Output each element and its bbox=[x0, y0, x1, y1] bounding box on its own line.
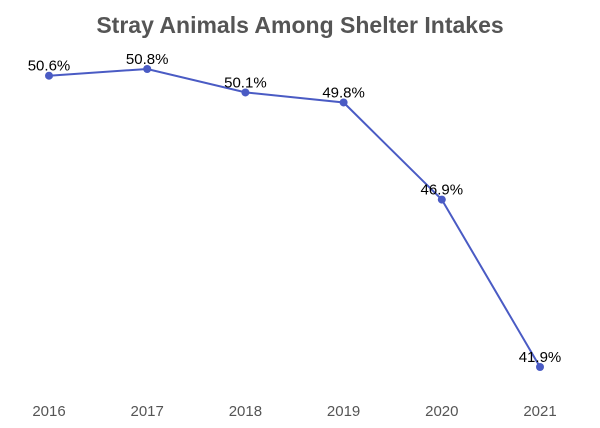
data-point bbox=[437, 195, 446, 204]
data-label: 50.1% bbox=[224, 74, 267, 91]
data-label: 50.6% bbox=[28, 58, 71, 75]
data-point bbox=[143, 65, 152, 73]
data-point bbox=[45, 71, 53, 80]
series-layer bbox=[45, 65, 544, 371]
x-tick-label: 2017 bbox=[131, 403, 164, 420]
x-tick-label: 2020 bbox=[425, 403, 458, 420]
x-tick-label: 2021 bbox=[523, 403, 556, 420]
series-line bbox=[48, 67, 541, 368]
chart-title: Stray Animals Among Shelter Intakes bbox=[96, 12, 504, 38]
x-tick-label: 2019 bbox=[327, 403, 360, 420]
data-label: 41.9% bbox=[519, 349, 562, 366]
data-label: 50.8% bbox=[126, 51, 169, 68]
data-point bbox=[241, 88, 250, 97]
data-label: 46.9% bbox=[421, 182, 464, 199]
data-label-layer: 50.6% 50.8% 50.1% 49.8% 46.9% 41.9% bbox=[28, 51, 562, 366]
data-label: 49.8% bbox=[322, 84, 365, 101]
x-tick-label: 2016 bbox=[32, 403, 65, 420]
data-point bbox=[536, 363, 544, 371]
x-tick-label: 2018 bbox=[229, 403, 262, 420]
data-point bbox=[339, 98, 348, 107]
x-axis: 2016 2017 2018 2019 2020 2021 bbox=[32, 403, 556, 420]
